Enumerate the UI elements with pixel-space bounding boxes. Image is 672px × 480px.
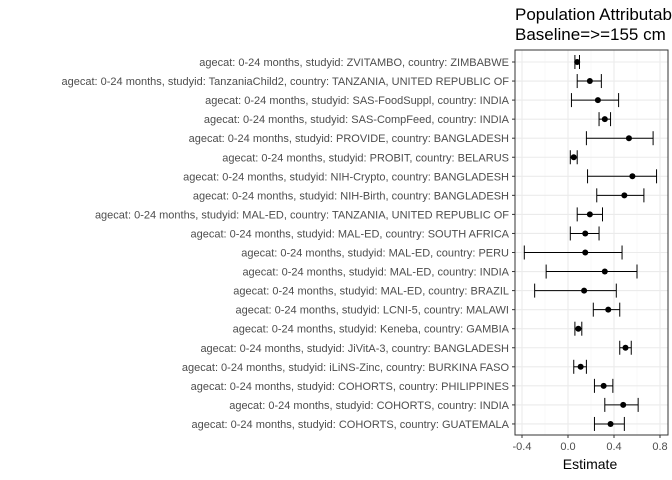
y-tick-label: agecat: 0-24 months, studyid: MAL-ED, co… bbox=[241, 248, 509, 260]
estimate-point bbox=[629, 173, 636, 180]
estimate-point bbox=[577, 363, 584, 370]
y-tick-label: agecat: 0-24 months, studyid: COHORTS, c… bbox=[191, 381, 509, 393]
x-tick-label: 0.0 bbox=[560, 441, 575, 453]
estimate-point bbox=[570, 154, 577, 161]
estimate-point bbox=[601, 268, 608, 275]
y-tick-label: agecat: 0-24 months, studyid: PROVIDE, c… bbox=[189, 133, 509, 145]
estimate-point bbox=[574, 59, 581, 65]
x-tick-label: 0.8 bbox=[652, 441, 667, 453]
y-tick-label: agecat: 0-24 months, studyid: LCNI-5, co… bbox=[236, 305, 510, 317]
y-tick-label: agecat: 0-24 months, studyid: MAL-ED, co… bbox=[233, 286, 509, 298]
estimate-point bbox=[582, 249, 589, 256]
estimate-point bbox=[581, 287, 588, 294]
x-tick-label: -0.4 bbox=[513, 441, 532, 453]
y-tick-label: agecat: 0-24 months, studyid: ZVITAMBO, … bbox=[199, 57, 509, 69]
estimate-point bbox=[607, 420, 614, 427]
estimate-point bbox=[625, 135, 632, 142]
estimate-point bbox=[622, 344, 629, 351]
y-tick-label: agecat: 0-24 months, studyid: MAL-ED, co… bbox=[242, 267, 509, 279]
estimate-point bbox=[586, 211, 593, 218]
y-tick-label: agecat: 0-24 months, studyid: NIH-Crypto… bbox=[183, 171, 509, 183]
y-tick-label: agecat: 0-24 months, studyid: PROBIT, co… bbox=[222, 152, 509, 164]
y-tick-label: agecat: 0-24 months, studyid: TanzaniaCh… bbox=[61, 76, 509, 88]
estimate-point bbox=[601, 116, 608, 123]
y-tick-label: agecat: 0-24 months, studyid: iLiNS-Zinc… bbox=[182, 362, 510, 374]
chart-subtitle: Baseline=>=155 cm bbox=[515, 25, 666, 44]
point-estimates bbox=[570, 59, 636, 427]
estimate-point bbox=[594, 97, 601, 104]
estimate-point bbox=[575, 325, 582, 332]
estimate-point bbox=[605, 306, 612, 313]
x-axis-label: Estimate bbox=[563, 456, 618, 472]
plot-panel bbox=[515, 50, 668, 435]
chart-title: Population Attributable bbox=[515, 5, 672, 24]
y-tick-label: agecat: 0-24 months, studyid: COHORTS, c… bbox=[192, 419, 510, 431]
y-tick-label: agecat: 0-24 months, studyid: COHORTS, c… bbox=[229, 400, 509, 412]
y-tick-label: agecat: 0-24 months, studyid: JiVitA-3, … bbox=[200, 343, 509, 355]
x-tick-label: 0.4 bbox=[606, 441, 621, 453]
y-tick-label: agecat: 0-24 months, studyid: Keneba, co… bbox=[233, 324, 510, 336]
estimate-point bbox=[600, 382, 607, 389]
y-axis: agecat: 0-24 months, studyid: ZVITAMBO, … bbox=[61, 57, 515, 431]
estimate-point bbox=[586, 78, 593, 85]
y-tick-label: agecat: 0-24 months, studyid: MAL-ED, co… bbox=[95, 209, 509, 221]
estimate-point bbox=[621, 192, 628, 199]
x-axis: -0.4 0.0 0.4 0.8 bbox=[513, 435, 668, 453]
panel-border bbox=[514, 49, 669, 436]
y-tick-label: agecat: 0-24 months, studyid: SAS-CompFe… bbox=[204, 114, 510, 126]
estimate-point bbox=[620, 401, 627, 408]
y-tick-label: agecat: 0-24 months, studyid: NIH-Birth,… bbox=[193, 190, 509, 202]
minor-gridlines bbox=[544, 50, 638, 435]
y-tick-label: agecat: 0-24 months, studyid: MAL-ED, co… bbox=[190, 228, 509, 240]
y-tick-label: agecat: 0-24 months, studyid: SAS-FoodSu… bbox=[205, 95, 510, 107]
estimate-point bbox=[582, 230, 589, 237]
